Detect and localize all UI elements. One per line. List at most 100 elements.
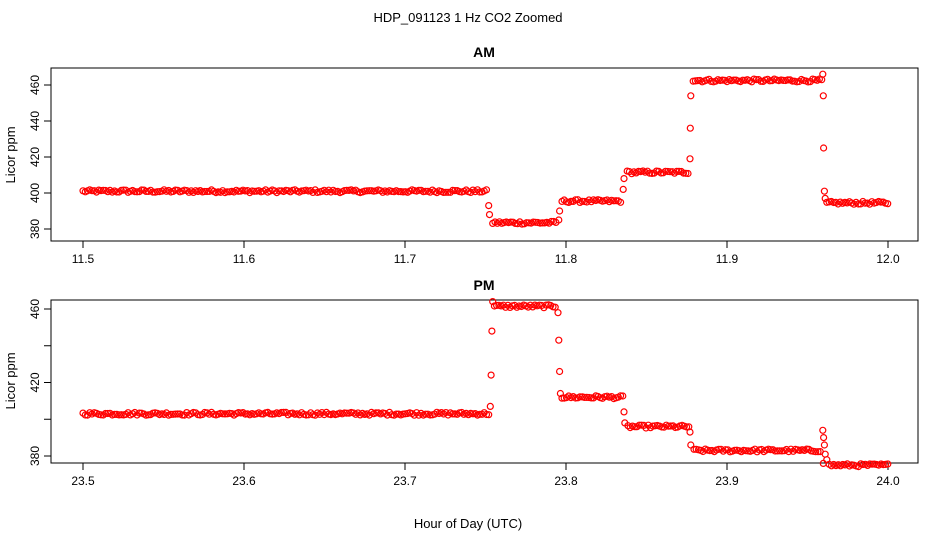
- pm-data-point: [843, 460, 851, 468]
- pm-data-point: [198, 410, 207, 419]
- am-data-point: [451, 187, 459, 195]
- am-y-axis-label: Licor ppm: [3, 126, 18, 183]
- figure-title: HDP_091123 1 Hz CO2 Zoomed: [373, 10, 562, 25]
- pm-data-point: [219, 410, 227, 418]
- am-y-tick-label: 400: [28, 183, 42, 203]
- am-data-point: [250, 187, 258, 195]
- pm-plateau-points: [690, 445, 824, 456]
- pm-x-tick-label: 23.7: [393, 474, 417, 488]
- am-y-tick-label: 380: [28, 219, 42, 239]
- pm-transition-point: [620, 408, 628, 416]
- pm-data-point: [343, 409, 351, 417]
- pm-data-point: [812, 448, 820, 456]
- am-data-point: [149, 188, 157, 196]
- am-data-point: [440, 188, 448, 196]
- pm-plateau-points: [490, 301, 559, 312]
- pm-data-point: [706, 447, 714, 455]
- pm-data-point: [171, 410, 179, 418]
- pm-transition-point: [555, 367, 564, 376]
- am-data-points: [79, 70, 892, 228]
- am-transition-point: [686, 155, 694, 163]
- am-transition-point: [619, 185, 627, 193]
- am-data-point: [422, 187, 430, 195]
- am-data-point: [610, 197, 618, 205]
- am-data-point: [234, 187, 243, 195]
- pm-data-point: [221, 410, 229, 418]
- pm-transition-point: [819, 426, 827, 434]
- pm-data-point: [162, 409, 170, 417]
- pm-data-point: [859, 460, 867, 469]
- am-data-point: [395, 188, 403, 196]
- am-plateau-points: [558, 196, 625, 206]
- pm-data-point: [742, 447, 750, 455]
- am-data-point: [343, 186, 351, 194]
- pm-data-point: [667, 422, 675, 430]
- pm-data-point: [771, 447, 779, 455]
- am-data-point: [587, 198, 595, 206]
- pm-transition-point: [820, 441, 829, 449]
- am-x-tick-label: 12.0: [876, 252, 900, 266]
- pm-data-point: [551, 303, 559, 311]
- am-data-point: [363, 187, 371, 195]
- pm-y-axis-label: Licor ppm: [3, 352, 18, 409]
- am-data-point: [684, 169, 692, 178]
- am-x-tick-label: 11.7: [394, 252, 417, 266]
- am-plateau-points: [689, 75, 826, 86]
- pm-data-point: [392, 410, 400, 418]
- am-transition-point: [821, 194, 829, 202]
- pm-data-point: [866, 460, 874, 468]
- am-data-point: [467, 188, 475, 196]
- pm-x-tick-label: 23.6: [232, 474, 256, 488]
- am-transition-point: [820, 187, 829, 195]
- pm-data-point: [354, 409, 362, 417]
- am-data-point: [138, 186, 146, 194]
- pm-transition-point: [554, 309, 562, 317]
- pm-data-point: [558, 394, 566, 402]
- am-x-tick-label: 11.6: [233, 252, 256, 266]
- pm-data-point: [135, 409, 143, 417]
- am-x-tick-label: 11.8: [555, 252, 578, 266]
- pm-transition-point: [489, 298, 497, 306]
- pm-data-point: [174, 410, 182, 418]
- pm-data-point: [635, 421, 643, 429]
- am-data-point: [583, 198, 591, 206]
- pm-data-point: [124, 409, 132, 417]
- am-data-point: [779, 76, 788, 85]
- pm-data-point: [619, 392, 627, 400]
- am-data-point: [766, 77, 774, 85]
- am-data-point: [666, 168, 674, 176]
- am-data-point: [223, 188, 231, 196]
- am-data-point: [262, 186, 270, 194]
- pm-transition-point: [823, 456, 831, 464]
- am-panel-title: AM: [473, 44, 495, 60]
- pm-data-point: [426, 411, 434, 419]
- am-transition-point: [555, 216, 563, 224]
- am-data-point: [739, 76, 747, 84]
- pm-plateau-points: [79, 408, 493, 419]
- pm-data-point: [715, 445, 723, 453]
- am-data-point: [88, 187, 96, 195]
- pm-data-point: [499, 301, 507, 309]
- am-x-tick-label: 11.9: [716, 252, 739, 266]
- am-data-point: [522, 219, 531, 227]
- pm-data-point: [884, 460, 892, 468]
- pm-x-tick-label: 23.8: [554, 474, 578, 488]
- pm-data-point: [789, 447, 797, 455]
- pm-data-point: [730, 446, 739, 454]
- pm-plateau-points: [558, 392, 627, 403]
- am-data-point: [675, 167, 683, 175]
- pm-data-point: [766, 446, 775, 454]
- pm-plateau-points: [825, 460, 892, 471]
- am-transition-point: [819, 70, 827, 78]
- am-data-point: [788, 77, 797, 85]
- am-transition-point: [687, 92, 695, 100]
- am-data-point: [616, 198, 625, 206]
- am-data-point: [547, 217, 555, 226]
- am-data-point: [482, 186, 491, 194]
- pm-transition-point: [686, 428, 694, 436]
- pm-data-point: [571, 394, 580, 402]
- am-data-point: [646, 169, 654, 177]
- am-transition-point: [819, 144, 828, 152]
- am-data-point: [529, 218, 537, 226]
- am-y-tick-label: 420: [28, 147, 42, 167]
